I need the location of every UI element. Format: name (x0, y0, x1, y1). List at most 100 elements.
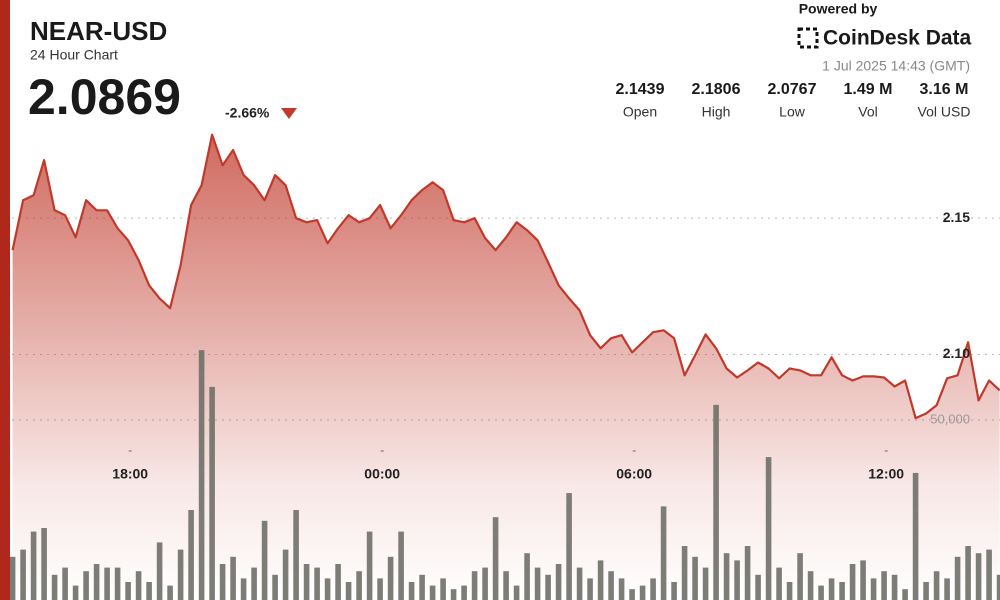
volume-bar (765, 457, 772, 600)
volume-bar (83, 571, 89, 600)
volume-bar (755, 574, 761, 600)
volume-bar (597, 560, 604, 600)
volume-bar (870, 578, 877, 600)
volume-bar (618, 578, 625, 600)
volume-bar (51, 574, 58, 600)
chart-title: NEAR-USD (30, 16, 167, 46)
powered-by: Powered by (799, 1, 878, 17)
stat-label: Vol (858, 104, 877, 120)
volume-bar (30, 531, 37, 600)
volume-bar (744, 546, 751, 600)
volume-bar (944, 578, 950, 600)
stat-value: 3.16 M (920, 81, 969, 98)
volume-bar (786, 582, 793, 600)
volume-bar (167, 585, 173, 600)
volume-bar (93, 564, 100, 600)
volume-bar (566, 493, 572, 600)
y2-tick-label: 50,000 (930, 411, 970, 426)
volume-bar (293, 510, 299, 600)
volume-bar (954, 556, 961, 600)
volume-bar (324, 578, 331, 600)
volume-bar (177, 549, 184, 600)
volume-bar (461, 585, 467, 600)
volume-bar (471, 571, 478, 600)
volume-bar (986, 549, 992, 600)
down-arrow (281, 108, 297, 119)
last-price: 2.0869 (28, 69, 181, 125)
volume-bar (135, 571, 142, 600)
volume-bar (860, 560, 866, 600)
stat-label: Low (779, 104, 806, 120)
volume-bar (692, 556, 698, 600)
volume-bar (314, 567, 320, 600)
stat-value: 2.1439 (616, 81, 665, 98)
volume-bar (975, 553, 982, 600)
volume-bar (261, 520, 268, 600)
volume-bar (797, 553, 803, 600)
volume-bar (230, 556, 236, 600)
volume-bar (828, 578, 835, 600)
timestamp: 1 Jul 2025 14:43 (GMT) (822, 58, 970, 74)
volume-bar (114, 567, 121, 600)
volume-bar (398, 531, 404, 600)
volume-bar (146, 582, 152, 600)
volume-bar (660, 506, 667, 600)
volume-bar (996, 574, 1000, 600)
volume-bar (156, 542, 163, 600)
volume-bar (671, 582, 677, 600)
volume-bar (713, 404, 719, 600)
volume-bar (492, 517, 499, 600)
volume-bar (104, 567, 110, 600)
area-fill (12, 134, 1000, 600)
volume-bar (776, 567, 782, 600)
volume-bar (387, 556, 394, 600)
stat-label: Open (623, 104, 657, 120)
volume-bar (555, 564, 562, 600)
volume-bar (188, 510, 194, 600)
x-tick-label: 00:00 (364, 466, 400, 482)
price-line (11, 133, 1000, 420)
volume-bar (681, 546, 688, 600)
volume-bar (818, 585, 824, 600)
volume-bar (335, 564, 341, 600)
volume-bar (545, 574, 551, 600)
stat-value: 2.1806 (692, 81, 741, 98)
volume-bar (650, 578, 656, 600)
volume-bar (482, 567, 488, 600)
volume-bar (839, 582, 845, 600)
volume-bar (366, 531, 373, 600)
volume-bar (639, 585, 646, 600)
x-tick-label: 18:00 (112, 466, 148, 482)
volume-bar (251, 567, 257, 600)
volume-bar (125, 582, 131, 600)
volume-bar (419, 574, 425, 600)
volume-bar (513, 585, 520, 600)
volume-bar (41, 528, 47, 600)
volume-bar (282, 549, 289, 600)
volume-bar (524, 553, 530, 600)
volume-bar (912, 472, 919, 600)
volume-bar (608, 571, 614, 600)
volume-bar (62, 567, 68, 600)
volume-bar (881, 571, 887, 600)
chart-subtitle: 24 Hour Chart (30, 47, 118, 63)
volume-bar (807, 571, 814, 600)
volume-bar (503, 571, 509, 600)
volume-bar (303, 564, 310, 600)
volume-bar (923, 582, 929, 600)
volume-bar (702, 567, 709, 600)
brand: CoinDesk Data (823, 27, 972, 50)
volume-bar (272, 574, 278, 600)
volume-bar (377, 578, 383, 600)
stat-label: High (702, 104, 731, 120)
volume-bar (356, 571, 362, 600)
volume-bar (576, 567, 583, 600)
stat-value: 1.49 M (844, 81, 893, 98)
volume-bar (198, 350, 205, 600)
volume-bar (219, 564, 226, 600)
volume-bar (72, 585, 79, 600)
brand-logo (797, 27, 819, 49)
accent-bar (0, 0, 10, 600)
